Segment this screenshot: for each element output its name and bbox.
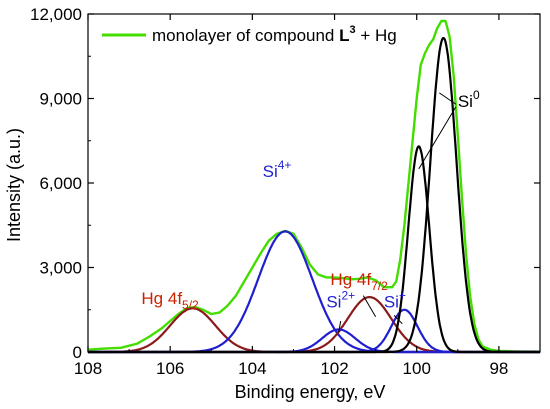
x-axis: 108 106 104 102 100 98 [74, 14, 541, 378]
x-tick-label: 106 [156, 359, 184, 378]
si1-leader-line [393, 315, 403, 325]
y-tick-label: 6,000 [39, 174, 82, 193]
legend: monolayer of compound L3 + Hg [102, 24, 397, 45]
series-line-monolayer-of-compound-l3-hg [87, 19, 541, 353]
series-line-si0-2p3-2- [87, 37, 541, 354]
y-axis: 0 3,000 6,000 9,000 12,000 [30, 5, 540, 362]
x-tick-label: 104 [238, 359, 266, 378]
si0-leader-line [439, 92, 457, 105]
y-tick-label: 3,000 [39, 259, 82, 278]
peak-label-si-: Si+ [384, 289, 406, 312]
peak-label-hg-4f7-2: Hg 4f7/2 [330, 270, 388, 293]
si2-leader-line [338, 320, 342, 333]
leader-line [362, 295, 377, 318]
x-tick-label: 98 [489, 359, 508, 378]
curves [87, 19, 541, 354]
peak-label-si4-: Si4+ [263, 158, 292, 181]
x-tick-label: 108 [74, 359, 102, 378]
x-axis-title: Binding energy, eV [235, 382, 386, 402]
y-tick-label: 9,000 [39, 90, 82, 109]
si0-leader-line [418, 106, 457, 170]
y-tick-label: 0 [73, 343, 82, 362]
y-axis-title: Intensity (a.u.) [4, 128, 24, 242]
peak-label-si2-: Si2+ [326, 289, 355, 312]
y-tick-label: 12,000 [30, 5, 82, 24]
peak-label-si0: Si0 [458, 88, 480, 111]
x-tick-label: 102 [320, 359, 348, 378]
legend-label: monolayer of compound L3 + Hg [152, 24, 397, 45]
peak-label-hg-4f5-2: Hg 4f5/2 [141, 289, 199, 312]
x-tick-label: 100 [403, 359, 431, 378]
